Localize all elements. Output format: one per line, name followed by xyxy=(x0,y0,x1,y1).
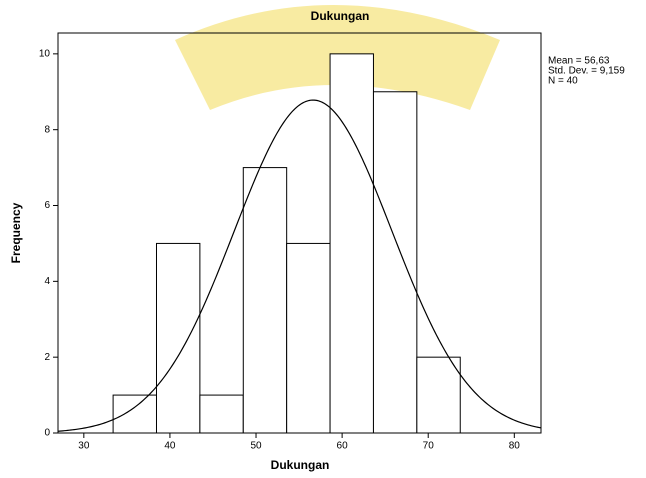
bar xyxy=(417,357,460,433)
x-axis-label: Dukungan xyxy=(271,458,330,472)
bar xyxy=(243,168,286,433)
x-tick-label: 50 xyxy=(250,441,262,452)
stat-n: N = 40 xyxy=(548,76,578,87)
bar xyxy=(113,395,156,433)
y-axis-label: Frequency xyxy=(9,202,23,263)
bar xyxy=(156,243,199,433)
bar xyxy=(287,243,330,433)
y-tick-label: 10 xyxy=(39,48,51,59)
page: Dukungan Dukungan Frequency Mean = 56,63… xyxy=(0,0,646,478)
bar xyxy=(373,92,416,433)
x-tick-label: 80 xyxy=(509,441,521,452)
y-tick-label: 0 xyxy=(44,428,50,439)
y-tick-label: 4 xyxy=(44,276,50,287)
x-tick-label: 30 xyxy=(78,441,90,452)
y-tick-label: 8 xyxy=(44,124,50,135)
x-tick-label: 40 xyxy=(164,441,176,452)
x-tick-label: 60 xyxy=(337,441,349,452)
bar xyxy=(330,54,373,433)
y-tick-label: 6 xyxy=(44,200,50,211)
y-tick-label: 2 xyxy=(44,352,50,363)
chart: Dukungan Dukungan Frequency Mean = 56,63… xyxy=(0,0,646,478)
bar xyxy=(200,395,243,433)
chart-title: Dukungan xyxy=(311,9,370,23)
x-tick-label: 70 xyxy=(423,441,435,452)
